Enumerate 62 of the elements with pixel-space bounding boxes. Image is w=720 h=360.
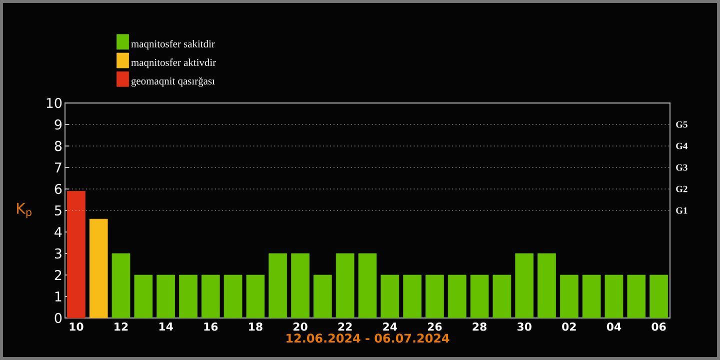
x-tick-label: 24: [383, 322, 398, 331]
y-tick-label: 1: [55, 292, 62, 302]
y-tick-label: 10: [46, 98, 62, 108]
x-tick-label: 22: [338, 322, 352, 331]
bar: [470, 274, 489, 318]
x-tick-label: 12: [114, 322, 128, 331]
x-tick-label: 30: [517, 322, 532, 331]
ref-line-label: G2: [676, 186, 688, 192]
x-tick-label: 28: [472, 322, 486, 331]
bar: [291, 253, 310, 318]
bar: [224, 274, 242, 318]
bar: [604, 274, 624, 318]
ref-line-label: G1: [676, 207, 688, 214]
y-tick-label: 6: [54, 184, 62, 194]
bar: [515, 253, 534, 318]
bar: [201, 274, 220, 318]
x-tick-label: 14: [159, 322, 173, 331]
ref-line-label: G5: [676, 121, 688, 128]
x-tick-label: 10: [70, 322, 84, 331]
x-tick-label: 04: [606, 322, 622, 331]
bar: [627, 274, 646, 318]
y-tick-label: 4: [54, 227, 62, 237]
x-tick-label: 06: [652, 322, 666, 331]
y-tick-label: 3: [54, 248, 62, 259]
bar: [560, 274, 578, 318]
bar: [179, 274, 198, 318]
x-tick-label: 18: [249, 322, 262, 331]
y-tick-label: 5: [54, 205, 62, 216]
bar: [448, 274, 466, 318]
bar: [89, 218, 108, 318]
bar: [67, 190, 86, 318]
bar: [112, 253, 130, 318]
y-tick-label: 9: [54, 119, 62, 130]
x-tick-label: 16: [204, 322, 218, 331]
bar: [336, 253, 354, 318]
y-axis-title: K$_{p}$: [17, 202, 32, 218]
bar: [268, 253, 288, 318]
y-tick-label: 2: [54, 270, 62, 280]
bar: [492, 274, 512, 318]
bar: [246, 274, 265, 318]
x-tick-label: 26: [428, 322, 442, 331]
x-tick-label: 02: [562, 322, 576, 331]
bar: [582, 274, 601, 318]
bar: [134, 274, 153, 318]
bar: [156, 274, 175, 318]
bar: [538, 253, 556, 318]
bar: [650, 274, 668, 318]
bar: [358, 253, 377, 318]
bar: [314, 274, 332, 318]
legend-label: maqnitosfer aktivdir: [131, 58, 216, 68]
legend-label: geomaqnit qasırğası: [131, 77, 215, 87]
ref-line-label: G4: [676, 142, 688, 150]
y-tick-label: 0: [54, 312, 62, 324]
y-tick-label: 7: [55, 162, 62, 172]
legend-label: maqnitosfer sakitdir: [131, 40, 215, 50]
bar: [403, 274, 422, 318]
ref-line-label: G3: [676, 164, 688, 171]
x-axis-title: 12.06.2024 - 06.07.2024: [286, 334, 450, 343]
bar: [426, 274, 444, 318]
bar: [380, 274, 400, 318]
x-tick-label: 20: [294, 322, 308, 331]
y-tick-label: 8: [54, 140, 62, 152]
